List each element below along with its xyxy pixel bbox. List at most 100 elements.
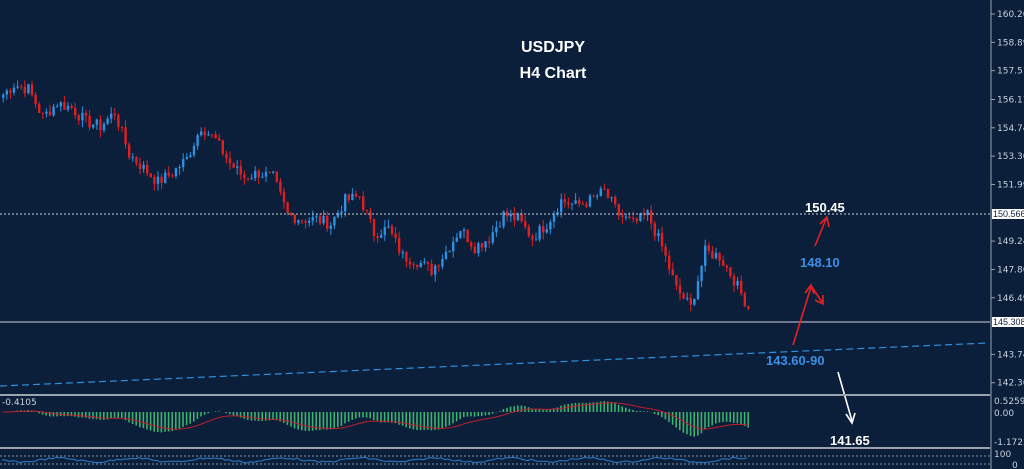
candle (268, 171, 271, 173)
candle (304, 221, 307, 223)
macd-panel (2, 401, 750, 437)
candle (574, 200, 577, 204)
candle (286, 202, 289, 213)
candle (351, 193, 354, 200)
candle (232, 163, 235, 168)
candle (38, 104, 41, 113)
candle (531, 236, 534, 240)
candle (585, 203, 588, 207)
candle (390, 226, 394, 234)
candle (214, 134, 217, 139)
candle (639, 213, 642, 221)
candle (9, 90, 12, 93)
candle (264, 171, 268, 177)
candle (700, 265, 703, 282)
price-axis: 160.265 158.890 157.515 156.115 154.740 153.3… (991, 10, 1024, 389)
candle (135, 157, 138, 164)
candle (246, 178, 250, 180)
chart-subtitle: H4 Chart (520, 65, 587, 82)
candle (567, 202, 570, 205)
candle (408, 261, 412, 265)
candle (578, 200, 581, 204)
candle (34, 94, 37, 105)
candle (650, 210, 653, 224)
candle (653, 223, 656, 237)
candle (30, 84, 34, 95)
candle (297, 220, 300, 223)
candle (113, 113, 116, 116)
candle (387, 226, 390, 228)
candle (376, 235, 379, 238)
candle (92, 124, 95, 128)
candle (372, 218, 376, 236)
candle (261, 176, 264, 178)
candle (329, 225, 332, 229)
candle (192, 146, 196, 156)
oscillator-line (1, 456, 748, 464)
candle (81, 112, 84, 121)
candle (599, 188, 602, 196)
current-price-tag: 145.308 (993, 317, 1024, 327)
candle (502, 211, 505, 227)
candle (110, 113, 113, 119)
macd-signal-line (2, 402, 749, 430)
candle (718, 252, 721, 261)
candle (671, 269, 674, 276)
candle (448, 251, 451, 253)
candle (416, 265, 419, 268)
candle (538, 226, 541, 240)
candle (689, 298, 692, 305)
candle (243, 174, 246, 179)
candle (138, 163, 142, 169)
candle (347, 194, 350, 200)
candle (732, 276, 736, 286)
candle (398, 237, 401, 253)
candle (696, 281, 700, 300)
candle (524, 221, 527, 227)
candle (736, 280, 739, 286)
candle (477, 243, 480, 254)
macd-tick: 0.5259 (994, 397, 1024, 407)
candle (293, 215, 296, 223)
candle (236, 166, 239, 168)
candle (210, 134, 214, 136)
candle (675, 275, 678, 286)
candle (563, 199, 566, 203)
target-label: 150.45 (805, 200, 845, 215)
resistance-price-tag: 150.566 (993, 209, 1024, 219)
candle (725, 265, 728, 268)
candle (412, 264, 415, 266)
candle (160, 176, 163, 183)
candle (5, 90, 8, 95)
candle (340, 211, 343, 213)
candle (369, 210, 372, 219)
candle (84, 112, 88, 116)
axis-tick-label: 142.365 (997, 379, 1024, 389)
candle (401, 252, 404, 254)
candle (646, 210, 649, 216)
candle (250, 178, 253, 180)
candle (45, 111, 48, 114)
candle (686, 298, 689, 300)
candle (581, 203, 584, 205)
candle (149, 173, 152, 177)
candle (196, 135, 199, 147)
candle (120, 126, 124, 128)
arrow-up-icon (814, 218, 827, 247)
axis-tick-label: 160.265 (997, 10, 1024, 20)
candle (617, 203, 620, 216)
candles (2, 80, 750, 312)
candle (426, 261, 430, 264)
candle (164, 172, 167, 183)
candle (41, 112, 44, 114)
candle (70, 105, 73, 108)
candle (491, 232, 494, 243)
level-label: 148.10 (800, 255, 840, 270)
candle (16, 86, 19, 88)
candle (275, 171, 278, 182)
candle (707, 245, 710, 251)
candle (77, 115, 80, 121)
arrow-up-icon (792, 286, 812, 346)
candle (657, 233, 660, 237)
candle (394, 233, 397, 238)
